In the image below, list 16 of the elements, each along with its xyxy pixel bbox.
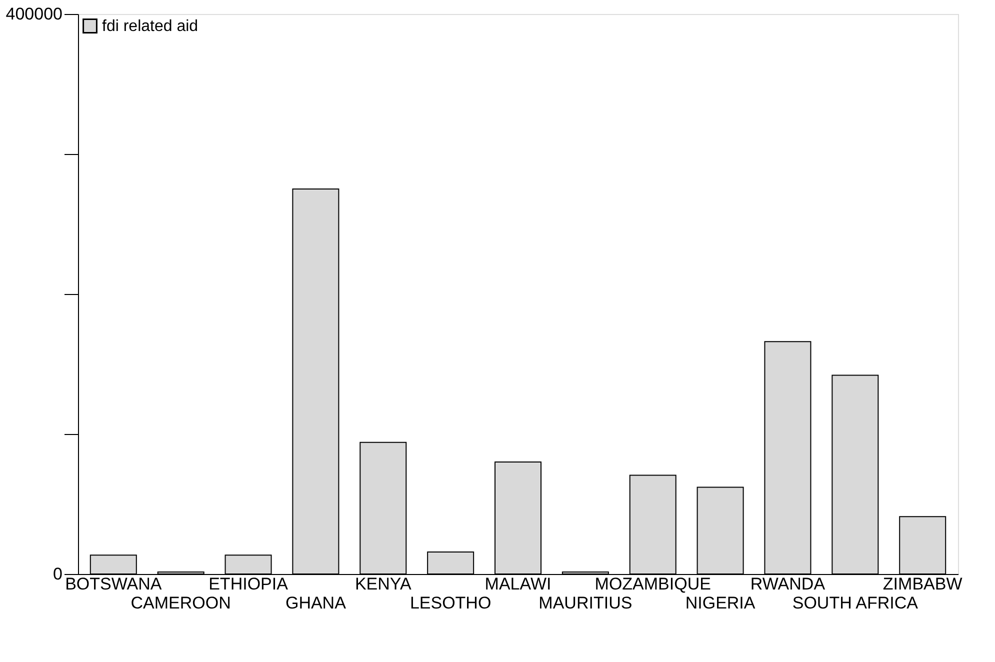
x-tick-label: BOTSWANA [65,574,162,594]
legend-label: fdi related aid [102,18,198,35]
x-tick-label: SOUTH AFRICA [792,594,919,612]
x-tick-label: GHANA [285,594,347,612]
x-tick-label: MAURITIUS [538,594,632,612]
x-tick-label: ETHIOPIA [208,574,289,594]
x-tick-label: RWANDA [750,574,826,594]
y-tick-label: 0 [53,564,62,584]
x-tick-label: ZIMBABW [882,574,962,594]
x-tick-label: KENYA [354,574,412,594]
x-tick-label: CAMEROON [130,594,231,612]
x-tick-label: LESOTHO [410,594,492,612]
x-tick-label: MOZAMBIQUE [594,574,711,594]
y-tick-label: 400000 [6,4,62,24]
x-tick-label: NIGERIA [685,594,756,612]
x-tick-label: MALAWI [484,574,552,594]
